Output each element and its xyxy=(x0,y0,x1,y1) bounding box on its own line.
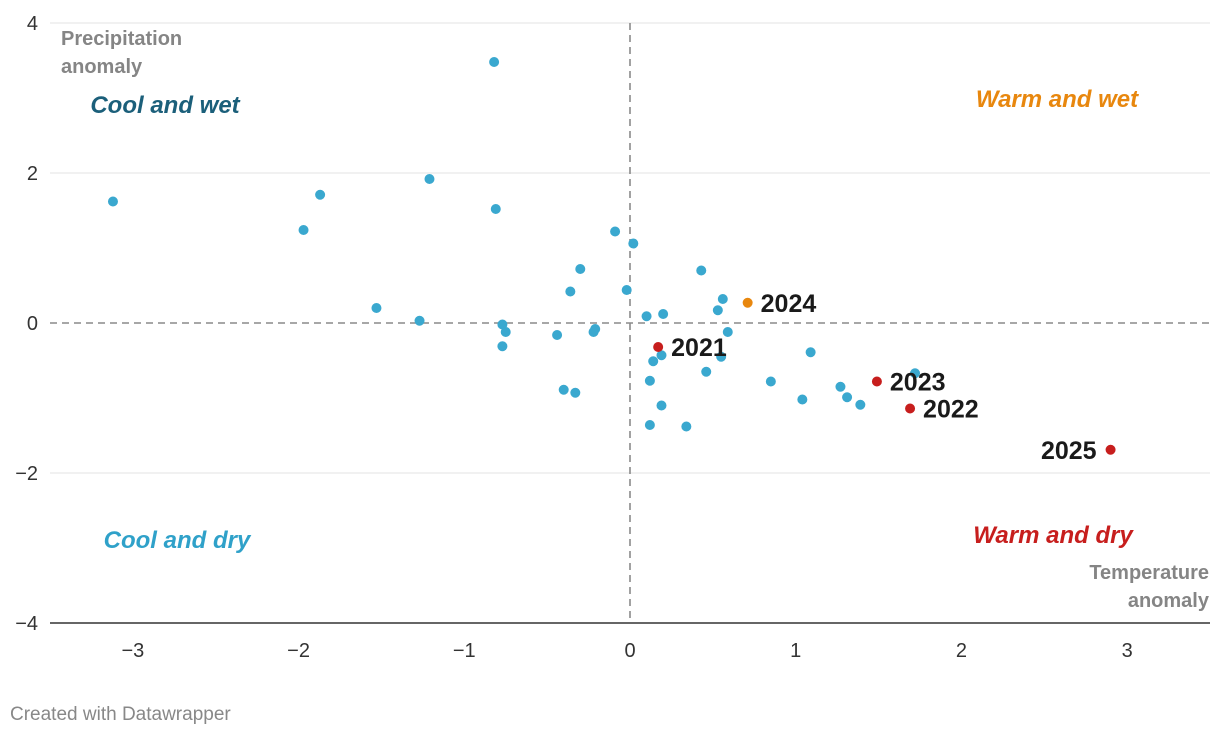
data-point-2025 xyxy=(1105,444,1116,455)
tick-labels: −4 −2 0 2 4 −3 −2 −1 0 1 2 3 xyxy=(15,13,1133,662)
quadrant-label-bottom-right: Warm and dry xyxy=(973,522,1134,549)
data-point xyxy=(835,381,846,392)
data-point xyxy=(696,265,707,276)
x-tick-label: −2 xyxy=(287,640,310,662)
data-point xyxy=(910,368,921,379)
data-point xyxy=(558,384,569,395)
x-axis-title: Temperature anomaly xyxy=(1089,562,1210,612)
data-point xyxy=(298,225,309,235)
data-point xyxy=(656,350,667,361)
data-point xyxy=(681,421,692,432)
data-point xyxy=(765,376,776,387)
data-point xyxy=(490,204,501,214)
data-points xyxy=(107,57,1116,455)
data-point-2023 xyxy=(871,376,882,387)
x-axis-title-line: anomaly xyxy=(1128,590,1210,612)
data-point xyxy=(610,226,621,237)
data-point xyxy=(805,347,816,358)
data-point xyxy=(575,264,586,274)
data-point xyxy=(565,286,576,297)
y-axis-title-line: Precipitation xyxy=(61,28,182,50)
data-point xyxy=(371,303,382,313)
data-point xyxy=(621,285,632,295)
data-point xyxy=(641,311,652,322)
data-point xyxy=(644,375,655,386)
data-point xyxy=(414,315,425,326)
x-tick-label: 0 xyxy=(624,640,635,662)
y-tick-label: −2 xyxy=(15,463,38,485)
quadrant-labels: Cool and wet Warm and wet Cool and dry Warm… xyxy=(90,86,1139,554)
data-label-2021: 2021 xyxy=(671,334,727,362)
quadrant-label-top-left: Cool and wet xyxy=(90,92,240,119)
data-point-2022 xyxy=(905,403,916,414)
data-point xyxy=(842,392,853,403)
data-point xyxy=(628,238,639,249)
data-label-2023: 2023 xyxy=(890,369,946,397)
data-point xyxy=(797,394,808,405)
data-point xyxy=(712,305,723,316)
y-tick-label: 2 xyxy=(27,163,38,185)
data-point xyxy=(552,330,563,340)
data-point xyxy=(648,356,659,367)
quadrant-label-bottom-left: Cool and dry xyxy=(104,527,252,554)
data-point xyxy=(107,196,118,207)
footer-credit: Created with Datawrapper xyxy=(10,704,231,725)
y-axis-title-line: anomaly xyxy=(61,56,143,78)
data-point xyxy=(717,294,728,304)
data-point xyxy=(701,366,712,377)
data-point xyxy=(489,57,500,67)
data-point xyxy=(588,327,599,337)
x-tick-label: −1 xyxy=(453,640,476,662)
x-tick-label: −3 xyxy=(121,640,144,662)
x-tick-label: 2 xyxy=(956,640,967,662)
data-label-2022: 2022 xyxy=(923,396,979,424)
data-point xyxy=(722,327,733,337)
data-point xyxy=(570,387,581,398)
y-axis-title: Precipitation anomaly xyxy=(61,28,182,78)
data-label-2024: 2024 xyxy=(761,290,817,318)
axes xyxy=(50,23,1210,624)
data-point xyxy=(658,309,669,319)
data-point xyxy=(716,351,727,362)
data-point xyxy=(855,399,866,410)
scatter-chart: −4 −2 0 2 4 −3 −2 −1 0 1 2 3 Cool and wet Warm and w… xyxy=(15,13,1210,662)
x-tick-label: 3 xyxy=(1122,640,1133,662)
data-point xyxy=(500,327,511,337)
quadrant-label-top-right: Warm and wet xyxy=(976,86,1139,113)
data-label-2025: 2025 xyxy=(1041,437,1097,465)
data-point-2024 xyxy=(742,297,753,308)
data-point xyxy=(497,319,508,330)
y-tick-label: −4 xyxy=(15,613,38,635)
data-point xyxy=(424,174,435,184)
x-axis-title-line: Temperature xyxy=(1089,562,1209,584)
data-point xyxy=(315,189,326,200)
y-tick-label: 4 xyxy=(27,13,38,35)
x-tick-label: 1 xyxy=(790,640,801,662)
y-tick-label: 0 xyxy=(27,313,38,335)
data-point xyxy=(497,341,508,352)
data-point-2021 xyxy=(653,342,664,352)
data-point xyxy=(656,400,667,411)
data-point xyxy=(644,420,655,430)
